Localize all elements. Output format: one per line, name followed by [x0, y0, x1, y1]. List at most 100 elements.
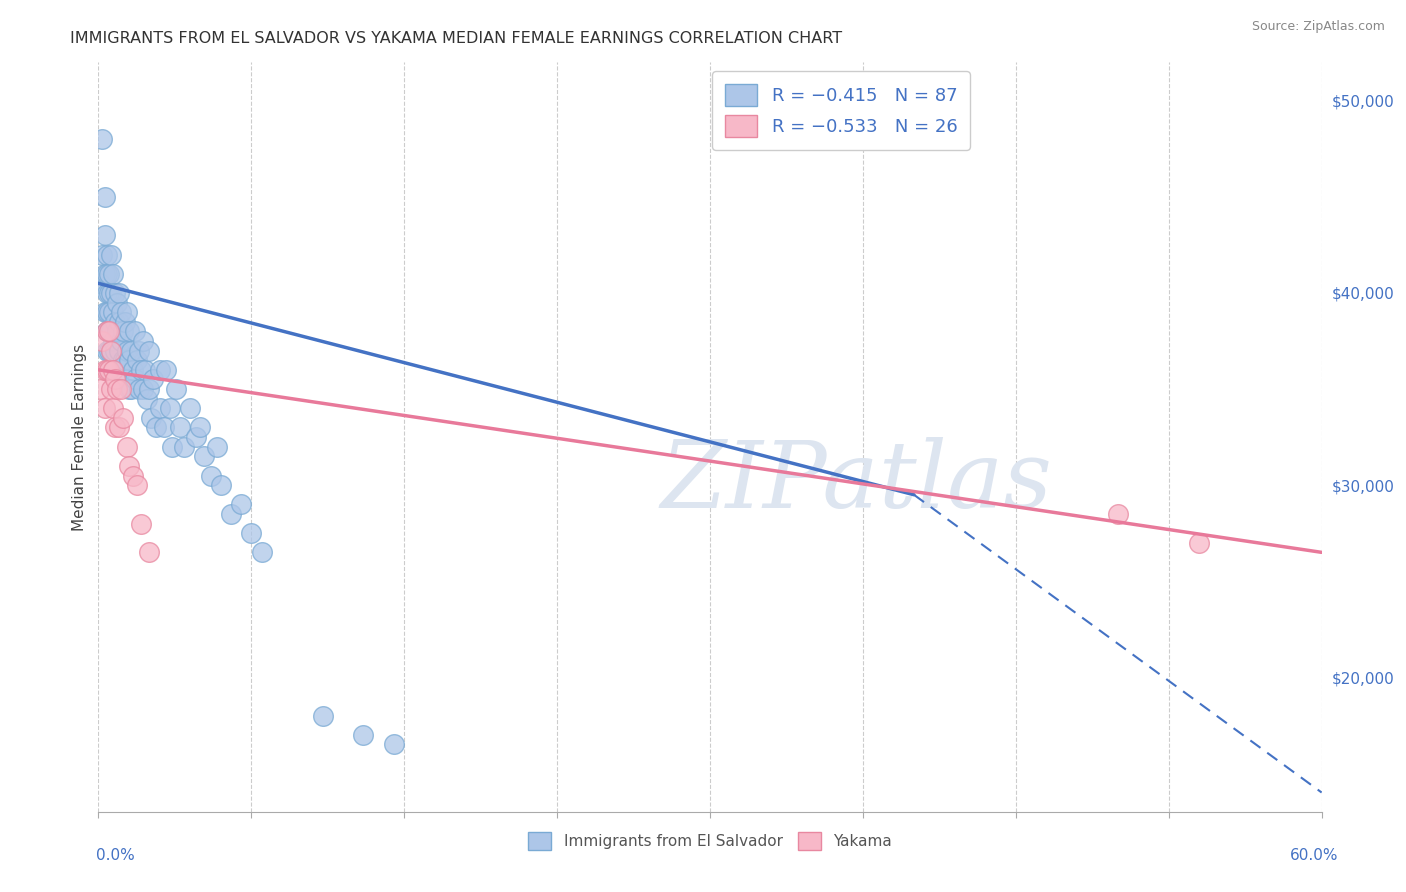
Legend: Immigrants from El Salvador, Yakama: Immigrants from El Salvador, Yakama — [522, 826, 898, 856]
Point — [91, 132, 114, 146]
Point — [132, 382, 155, 396]
Point — [105, 325, 128, 339]
Point — [138, 343, 160, 358]
Point — [104, 315, 127, 329]
Point — [97, 305, 120, 319]
Point — [165, 382, 187, 396]
Point — [100, 382, 122, 396]
Point — [93, 363, 115, 377]
Point — [111, 410, 134, 425]
Point — [110, 363, 132, 377]
Point — [114, 315, 136, 329]
Point — [127, 478, 149, 492]
Point — [97, 325, 120, 339]
Point — [104, 285, 127, 300]
Point — [124, 372, 146, 386]
Point — [134, 363, 156, 377]
Point — [111, 353, 134, 368]
Point — [100, 247, 122, 261]
Point — [118, 325, 141, 339]
Point — [138, 545, 160, 559]
Point — [141, 410, 163, 425]
Point — [96, 343, 118, 358]
Point — [127, 353, 149, 368]
Point — [115, 305, 138, 319]
Y-axis label: Median Female Earnings: Median Female Earnings — [72, 343, 87, 531]
Point — [120, 343, 142, 358]
Point — [145, 420, 167, 434]
Text: IMMIGRANTS FROM EL SALVADOR VS YAKAMA MEDIAN FEMALE EARNINGS CORRELATION CHART: IMMIGRANTS FROM EL SALVADOR VS YAKAMA ME… — [70, 31, 842, 46]
Point — [96, 247, 118, 261]
Point — [120, 382, 142, 396]
Point — [101, 305, 124, 319]
Point — [96, 363, 118, 377]
Point — [100, 285, 122, 300]
Point — [132, 334, 155, 348]
Point — [97, 325, 120, 339]
Point — [152, 420, 174, 434]
Point — [129, 516, 152, 531]
Point — [100, 343, 122, 358]
Point — [114, 353, 136, 368]
Point — [149, 401, 172, 416]
Point — [96, 285, 118, 300]
Point — [118, 458, 141, 473]
Point — [104, 343, 127, 358]
Point — [149, 363, 172, 377]
Point — [142, 372, 165, 386]
Point — [209, 478, 232, 492]
Point — [160, 440, 183, 454]
Point — [128, 382, 150, 396]
Point — [93, 401, 115, 416]
Point — [105, 295, 128, 310]
Point — [129, 363, 152, 377]
Point — [1188, 535, 1211, 549]
Point — [101, 401, 124, 416]
Point — [101, 334, 124, 348]
Point — [250, 545, 273, 559]
Point — [231, 497, 253, 511]
Point — [89, 277, 111, 291]
Point — [93, 190, 115, 204]
Point — [128, 343, 150, 358]
Point — [93, 267, 115, 281]
Point — [101, 363, 124, 377]
Point — [382, 738, 405, 752]
Point — [186, 430, 208, 444]
Point — [118, 382, 141, 396]
Point — [110, 382, 132, 396]
Point — [219, 507, 242, 521]
Point — [96, 267, 118, 281]
Point — [118, 353, 141, 368]
Point — [124, 325, 146, 339]
Point — [108, 420, 131, 434]
Point — [159, 401, 181, 416]
Point — [108, 315, 131, 329]
Point — [97, 343, 120, 358]
Point — [91, 334, 114, 348]
Text: Source: ZipAtlas.com: Source: ZipAtlas.com — [1251, 20, 1385, 33]
Point — [240, 526, 263, 541]
Point — [155, 363, 177, 377]
Point — [110, 334, 132, 348]
Point — [136, 392, 159, 406]
Point — [188, 420, 212, 434]
Point — [91, 247, 114, 261]
Point — [93, 228, 115, 243]
Point — [312, 708, 335, 723]
Point — [115, 440, 138, 454]
Point — [89, 382, 111, 396]
Point — [169, 420, 191, 434]
Text: ZIPatlas: ZIPatlas — [661, 437, 1053, 527]
Point — [1107, 507, 1129, 521]
Point — [193, 450, 215, 464]
Point — [93, 305, 115, 319]
Text: 0.0%: 0.0% — [96, 848, 135, 863]
Point — [97, 267, 120, 281]
Point — [115, 343, 138, 358]
Point — [104, 420, 127, 434]
Point — [105, 382, 128, 396]
Point — [96, 325, 118, 339]
Point — [100, 325, 122, 339]
Point — [173, 440, 195, 454]
